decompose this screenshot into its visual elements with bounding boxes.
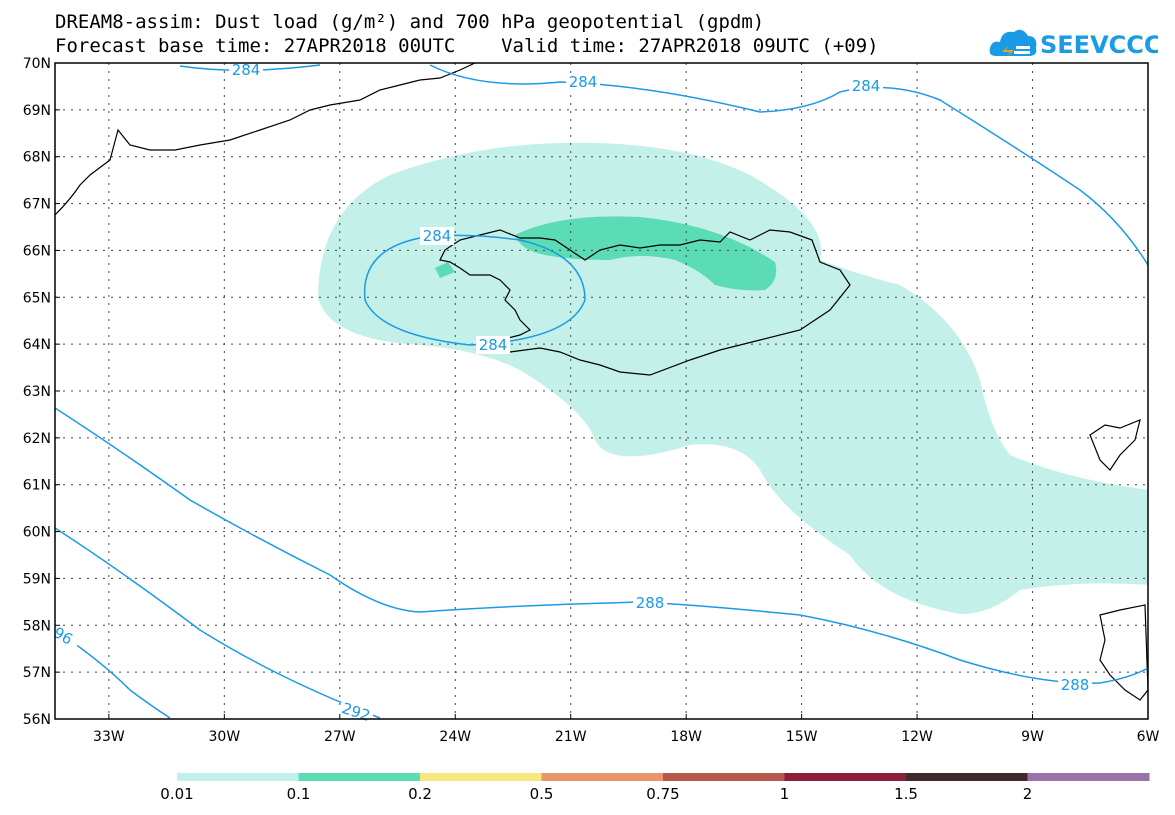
lon-label: 9W: [1021, 729, 1044, 745]
lon-label: 27W: [324, 729, 356, 745]
colorbar-segment: [784, 773, 907, 781]
lon-label: 33W: [93, 729, 125, 745]
contour-label: 284: [479, 336, 508, 354]
colorbar-segment: [663, 773, 785, 781]
contour-label: 288: [1061, 676, 1090, 694]
colorbar-label: 0.2: [408, 785, 432, 803]
colorbar-segment: [420, 773, 542, 781]
colorbar: [177, 773, 1150, 781]
lat-label: 58N: [23, 618, 51, 634]
lon-label: 21W: [555, 729, 587, 745]
lat-label: 60N: [23, 525, 51, 541]
lat-label: 56N: [23, 712, 51, 728]
colorbar-segment: [298, 773, 421, 781]
lat-label: 59N: [23, 571, 51, 587]
colorbar-label: 0.1: [286, 785, 311, 803]
lat-label: 61N: [23, 478, 51, 494]
colorbar-label: 0.75: [646, 785, 680, 803]
lon-label: 18W: [670, 729, 702, 745]
lon-label: 12W: [901, 729, 933, 745]
colorbar-segment: [541, 773, 664, 781]
contour-label: 284: [232, 61, 261, 79]
cloud-icon: [989, 29, 1037, 56]
colorbar-label: 0.01: [160, 785, 194, 803]
lat-label: 70N: [23, 56, 51, 72]
colorbar-label: 1.5: [894, 785, 918, 803]
lon-label: 24W: [439, 729, 471, 745]
dust-area-mid: [515, 216, 777, 291]
contour-label: 284: [569, 73, 598, 91]
longitude-labels: 33W 30W 27W 24W 21W 18W 15W 12W 9W 6W: [93, 714, 1160, 745]
lat-label: 64N: [23, 337, 51, 353]
colorbar-label: 0.5: [529, 785, 554, 803]
lon-label: 6W: [1137, 729, 1160, 745]
title-line-2: Forecast base time: 27APR2018 00UTC Vali…: [55, 35, 879, 57]
lon-label: 15W: [786, 729, 818, 745]
contour-label: 284: [852, 77, 881, 95]
lat-label: 65N: [23, 290, 51, 306]
lon-label: 30W: [209, 729, 241, 745]
latitude-labels: 70N 69N 68N 67N 66N 65N 64N 63N 62N 61N 60N 59N 58N 5…: [23, 56, 60, 728]
lat-label: 62N: [23, 431, 51, 447]
lat-label: 66N: [23, 243, 51, 259]
colorbar-segment: [177, 773, 299, 781]
title-line-1: DREAM8-assim: Dust load (g/m²) and 700 h…: [55, 11, 765, 33]
logo-text: SEEVCCC: [1040, 31, 1158, 59]
lat-label: 68N: [23, 150, 51, 166]
lat-label: 57N: [23, 665, 51, 681]
contour-label: 288: [636, 594, 665, 612]
seevccc-logo: SEEVCCC: [989, 29, 1158, 59]
lat-label: 67N: [23, 197, 51, 213]
grid-lines: [55, 63, 1148, 719]
colorbar-segment: [1027, 773, 1150, 781]
colorbar-segment: [906, 773, 1028, 781]
colorbar-label: 2: [1022, 785, 1033, 803]
colorbar-label: 1: [779, 785, 790, 803]
contour-label: 292: [340, 699, 373, 725]
coastlines: [55, 63, 1148, 701]
lat-label: 69N: [23, 103, 51, 119]
lat-label: 63N: [23, 384, 51, 400]
contour-label: 284: [423, 227, 452, 245]
dust-area-low: [318, 142, 1148, 615]
